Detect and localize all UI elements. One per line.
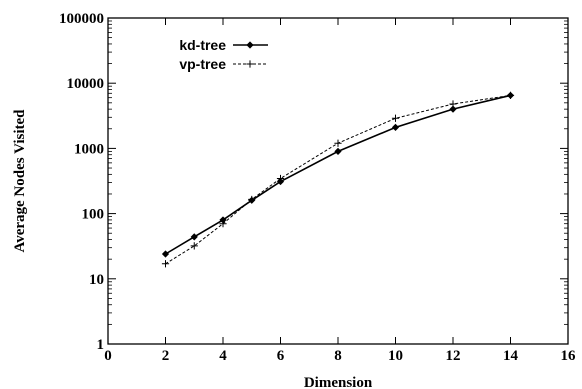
plus-marker xyxy=(248,195,256,204)
y-axis-label: Average Nodes Visited xyxy=(12,109,28,253)
diamond-marker xyxy=(391,123,400,131)
legend-label: vp-tree xyxy=(179,56,226,72)
series-line xyxy=(165,94,511,265)
y-tick-label: 1 xyxy=(97,337,105,353)
y-tick-label: 100000 xyxy=(59,11,104,27)
plus-marker xyxy=(506,91,515,99)
plus-marker xyxy=(190,242,198,250)
x-tick-label: 6 xyxy=(277,348,285,364)
x-tick-label: 2 xyxy=(162,348,170,364)
plus-marker xyxy=(246,60,254,68)
diamond-marker xyxy=(334,147,342,155)
plus-marker xyxy=(161,260,170,268)
series-line xyxy=(165,94,511,255)
plus-marker xyxy=(219,220,227,228)
plus-marker xyxy=(334,139,342,147)
series-vp-tree xyxy=(161,91,515,268)
x-tick-label: 8 xyxy=(334,348,342,364)
axis-ticks: 0 2 4 6 8 10 12 14 16 1 10 100 1000 10000 100000 xyxy=(59,11,576,364)
series-layer xyxy=(161,91,515,268)
x-tick-label: 16 xyxy=(561,348,577,364)
x-axis-label: Dimension xyxy=(304,375,373,389)
y-tick-label: 10 xyxy=(89,272,104,288)
diamond-marker xyxy=(246,41,254,49)
y-tick-label: 1000 xyxy=(74,141,104,157)
plus-marker xyxy=(449,100,457,108)
plus-marker xyxy=(276,174,285,183)
legend: kd-tree vp-tree xyxy=(179,37,268,72)
legend-label: kd-tree xyxy=(179,37,226,53)
diamond-marker xyxy=(161,250,170,258)
x-tick-label: 10 xyxy=(388,348,403,364)
y-tick-label: 10000 xyxy=(67,76,105,92)
plot-frame xyxy=(107,17,569,345)
diamond-marker xyxy=(190,233,198,241)
plus-marker xyxy=(391,114,400,122)
x-tick-label: 12 xyxy=(446,348,461,364)
y-tick-label: 100 xyxy=(82,207,105,223)
x-tick-label: 14 xyxy=(503,348,519,364)
series-kd-tree xyxy=(161,91,515,258)
x-tick-label: 4 xyxy=(219,348,227,364)
diamond-marker xyxy=(449,105,457,113)
x-tick-label: 0 xyxy=(104,348,112,364)
